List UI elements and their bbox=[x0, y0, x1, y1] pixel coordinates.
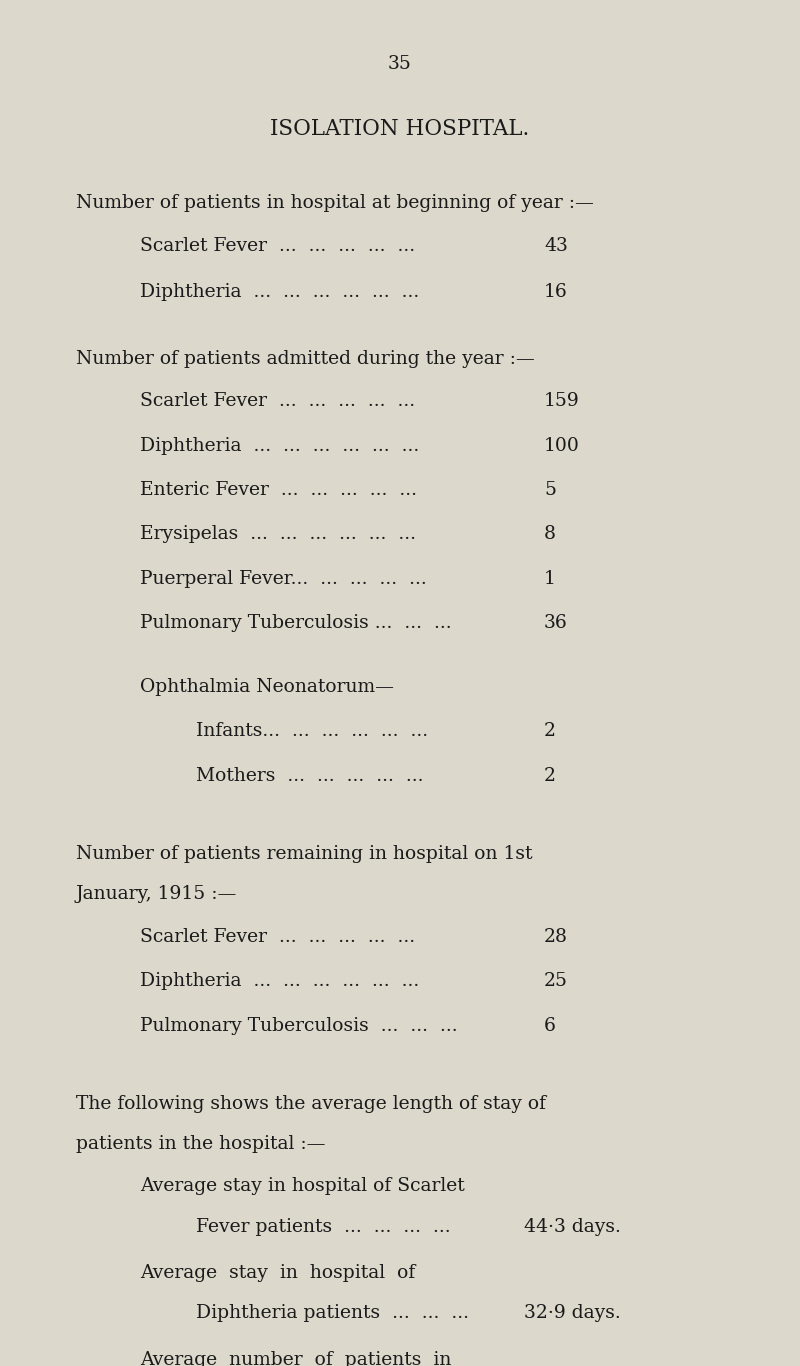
Text: 32·9 days.: 32·9 days. bbox=[524, 1305, 621, 1322]
Text: 44·3 days.: 44·3 days. bbox=[524, 1217, 621, 1236]
Text: Average  stay  in  hospital  of: Average stay in hospital of bbox=[140, 1264, 415, 1283]
Text: 5: 5 bbox=[544, 481, 556, 499]
Text: Puerperal Fever...  ...  ...  ...  ...: Puerperal Fever... ... ... ... ... bbox=[140, 570, 426, 587]
Text: ISOLATION HOSPITAL.: ISOLATION HOSPITAL. bbox=[270, 119, 530, 141]
Text: Number of patients admitted during the year :—: Number of patients admitted during the y… bbox=[76, 350, 534, 367]
Text: Number of patients remaining in hospital on 1st: Number of patients remaining in hospital… bbox=[76, 846, 533, 863]
Text: 25: 25 bbox=[544, 973, 568, 990]
Text: 28: 28 bbox=[544, 928, 568, 945]
Text: Diphtheria  ...  ...  ...  ...  ...  ...: Diphtheria ... ... ... ... ... ... bbox=[140, 437, 419, 455]
Text: Scarlet Fever  ...  ...  ...  ...  ...: Scarlet Fever ... ... ... ... ... bbox=[140, 236, 415, 254]
Text: Average  number  of  patients  in: Average number of patients in bbox=[140, 1351, 451, 1366]
Text: Erysipelas  ...  ...  ...  ...  ...  ...: Erysipelas ... ... ... ... ... ... bbox=[140, 526, 416, 544]
Text: Diphtheria  ...  ...  ...  ...  ...  ...: Diphtheria ... ... ... ... ... ... bbox=[140, 283, 419, 301]
Text: 159: 159 bbox=[544, 392, 580, 410]
Text: 35: 35 bbox=[388, 55, 412, 72]
Text: 100: 100 bbox=[544, 437, 580, 455]
Text: Infants...  ...  ...  ...  ...  ...: Infants... ... ... ... ... ... bbox=[196, 723, 428, 740]
Text: Average stay in hospital of Scarlet: Average stay in hospital of Scarlet bbox=[140, 1177, 465, 1195]
Text: Enteric Fever  ...  ...  ...  ...  ...: Enteric Fever ... ... ... ... ... bbox=[140, 481, 417, 499]
Text: Ophthalmia Neonatorum—: Ophthalmia Neonatorum— bbox=[140, 678, 394, 695]
Text: Diphtheria patients  ...  ...  ...: Diphtheria patients ... ... ... bbox=[196, 1305, 469, 1322]
Text: 1: 1 bbox=[544, 570, 556, 587]
Text: Diphtheria  ...  ...  ...  ...  ...  ...: Diphtheria ... ... ... ... ... ... bbox=[140, 973, 419, 990]
Text: patients in the hospital :—: patients in the hospital :— bbox=[76, 1135, 326, 1153]
Text: Fever patients  ...  ...  ...  ...: Fever patients ... ... ... ... bbox=[196, 1217, 450, 1236]
Text: The following shows the average length of stay of: The following shows the average length o… bbox=[76, 1096, 546, 1113]
Text: 36: 36 bbox=[544, 615, 568, 632]
Text: Pulmonary Tuberculosis ...  ...  ...: Pulmonary Tuberculosis ... ... ... bbox=[140, 615, 452, 632]
Text: Mothers  ...  ...  ...  ...  ...: Mothers ... ... ... ... ... bbox=[196, 766, 423, 785]
Text: 2: 2 bbox=[544, 766, 556, 785]
Text: 8: 8 bbox=[544, 526, 556, 544]
Text: 2: 2 bbox=[544, 723, 556, 740]
Text: 16: 16 bbox=[544, 283, 568, 301]
Text: 6: 6 bbox=[544, 1016, 556, 1034]
Text: Number of patients in hospital at beginning of year :—: Number of patients in hospital at beginn… bbox=[76, 194, 594, 212]
Text: Pulmonary Tuberculosis  ...  ...  ...: Pulmonary Tuberculosis ... ... ... bbox=[140, 1016, 458, 1034]
Text: January, 1915 :—: January, 1915 :— bbox=[76, 885, 238, 903]
Text: 43: 43 bbox=[544, 236, 568, 254]
Text: Scarlet Fever  ...  ...  ...  ...  ...: Scarlet Fever ... ... ... ... ... bbox=[140, 392, 415, 410]
Text: Scarlet Fever  ...  ...  ...  ...  ...: Scarlet Fever ... ... ... ... ... bbox=[140, 928, 415, 945]
